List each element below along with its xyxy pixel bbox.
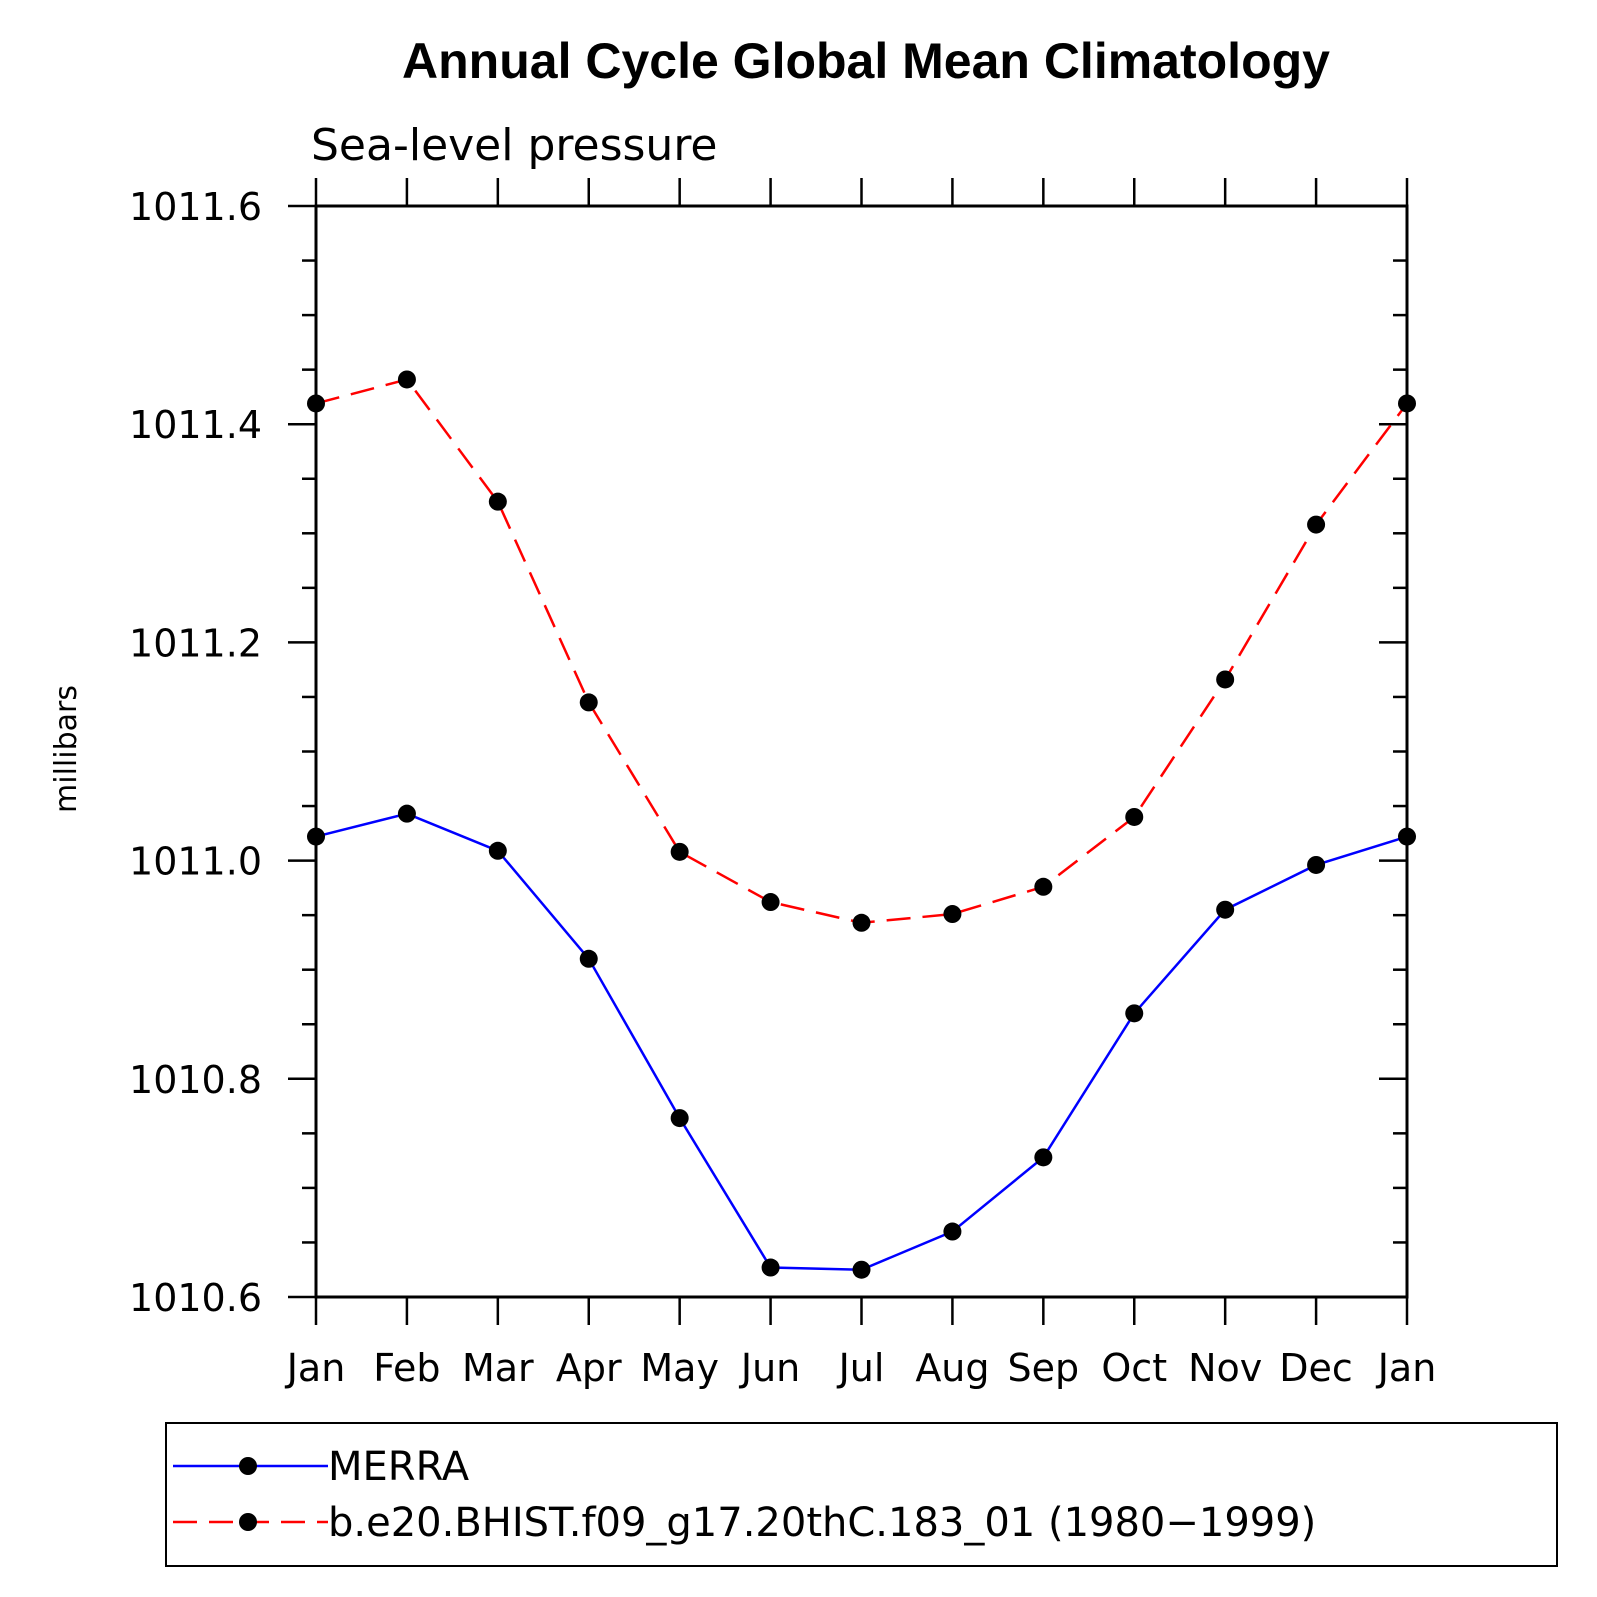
series-1-point <box>579 693 598 712</box>
chart-title: Annual Cycle Global Mean Climatology <box>402 33 1330 89</box>
x-tick-label: Sep <box>1008 1346 1080 1390</box>
series-0-point <box>307 827 325 846</box>
y-tick-label: 1011.6 <box>129 185 262 229</box>
y-tick-label: 1011.4 <box>129 403 262 447</box>
series-1-point <box>488 492 507 511</box>
x-tick-label: Jun <box>739 1346 800 1390</box>
x-tick-label: Dec <box>1279 1346 1353 1390</box>
series-1-point <box>852 913 871 932</box>
series-0-point <box>943 1222 962 1241</box>
x-tick-label: Feb <box>373 1346 440 1390</box>
plot-frame <box>314 204 1409 1299</box>
series-0-point <box>579 949 598 968</box>
series-1-point <box>1216 670 1235 689</box>
x-tick-label: May <box>640 1346 719 1390</box>
series-0-point <box>1216 900 1235 919</box>
y-tick-label: 1010.6 <box>129 1276 262 1320</box>
series-0-point <box>488 841 507 860</box>
series-line-0 <box>315 812 1408 1271</box>
series-0-point <box>761 1258 780 1277</box>
series-0-point <box>1034 1148 1053 1167</box>
series-0-point <box>1307 855 1326 874</box>
series-1-point <box>1125 807 1144 826</box>
x-tick-label: Jul <box>837 1346 885 1390</box>
x-tick-label: Apr <box>556 1346 622 1390</box>
x-tick-label: Aug <box>915 1346 989 1390</box>
legend-marker-1 <box>239 1513 257 1531</box>
series-1-point <box>397 370 416 389</box>
series-1-point <box>670 842 689 861</box>
x-tick-label: Mar <box>462 1346 534 1390</box>
y-tick-label: 1010.8 <box>129 1058 262 1102</box>
x-axis: Jan Feb Mar Apr May Jun Jul Aug Sep Oct Nov Dec Jan <box>285 178 1437 1390</box>
y-axis-label: millibars <box>49 685 84 813</box>
series-0-point <box>852 1260 871 1279</box>
legend: MERRA b.e20.BHIST.f09_g17.20thC.183_01 (1… <box>173 1444 1316 1546</box>
legend-label-0: MERRA <box>328 1444 470 1490</box>
y-tick-label: 1011.0 <box>129 840 262 884</box>
legend-box <box>165 1422 1558 1567</box>
series-line-1 <box>315 378 1408 925</box>
series-1-point <box>761 893 780 912</box>
chart-subtitle: Sea-level pressure <box>311 120 718 171</box>
series-1-point <box>1398 394 1416 413</box>
x-tick-label: Jan <box>285 1346 346 1390</box>
series-1-point <box>307 394 325 413</box>
series-layer <box>307 370 1416 1279</box>
series-0-point <box>1398 827 1416 846</box>
x-tick-label: Jan <box>1376 1346 1437 1390</box>
series-1-point <box>1307 515 1326 534</box>
series-0-point <box>397 804 416 823</box>
y-tick-label: 1011.2 <box>129 621 262 665</box>
series-1-point <box>943 905 962 924</box>
legend-label-1: b.e20.BHIST.f09_g17.20thC.183_01 (1980−1… <box>328 1500 1316 1546</box>
series-0-point <box>1125 1004 1144 1023</box>
y-axis: 1010.6 1010.8 1011.0 1011.2 1011.4 1011.6 <box>129 185 1407 1320</box>
x-tick-label: Oct <box>1101 1346 1167 1390</box>
x-tick-label: Nov <box>1188 1346 1262 1390</box>
series-1-point <box>1034 877 1053 896</box>
series-0-point <box>670 1109 689 1128</box>
legend-marker-0 <box>239 1457 257 1475</box>
